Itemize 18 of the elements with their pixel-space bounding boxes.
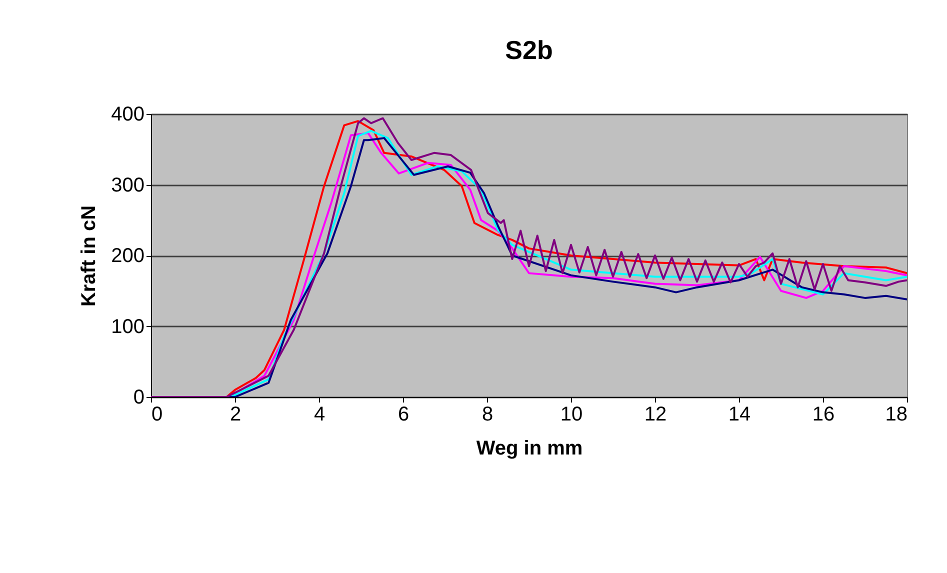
x-tick-label: 12 [644, 404, 667, 426]
x-tick-label: 8 [482, 404, 494, 426]
y-tick-label: 300 [111, 174, 144, 196]
y-axis-title: Kraft in cN [78, 205, 100, 307]
x-tick-label: 2 [230, 404, 242, 426]
y-tick-label: 200 [111, 245, 144, 267]
x-axis-title: Weg in mm [476, 438, 583, 460]
x-tick-label: 14 [728, 404, 751, 426]
y-tick-label: 400 [111, 104, 144, 126]
x-tick-label: 0 [152, 404, 163, 426]
x-tick-label: 18 [885, 404, 908, 426]
x-tick-label: 6 [398, 404, 410, 426]
y-tick-label: 0 [133, 386, 144, 408]
y-tick-label: 100 [111, 316, 144, 338]
x-tick-label: 4 [314, 404, 326, 426]
x-tick-label: 10 [560, 404, 583, 426]
x-tick-label: 16 [812, 404, 835, 426]
chart-title: S2b [505, 35, 553, 65]
